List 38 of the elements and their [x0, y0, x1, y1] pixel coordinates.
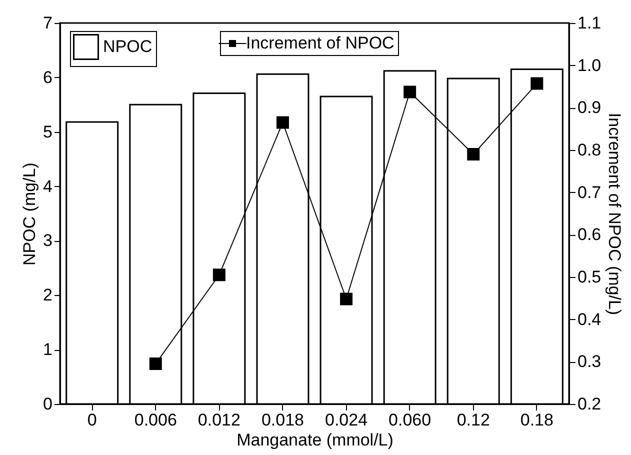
y2-tick-label: 0.2 — [578, 394, 602, 414]
y-tick-label: 5 — [43, 122, 52, 142]
x-tick-label: 0.060 — [388, 410, 432, 430]
x-tick-label: 0.018 — [261, 410, 304, 430]
y-tick-label: 1 — [43, 340, 52, 360]
legend-label: NPOC — [103, 37, 152, 56]
y-tick-label: 7 — [43, 14, 52, 32]
y2-tick-label: 0.7 — [578, 182, 602, 202]
point — [404, 86, 416, 98]
y-tick-label: 4 — [43, 176, 52, 196]
y2-axis-title: Increment of NPOC (mg/L) — [605, 112, 624, 316]
legend-label: Increment of NPOC — [246, 34, 394, 52]
y-tick-label: 6 — [43, 68, 52, 87]
x-tick-label: 0.012 — [198, 410, 240, 430]
x-tick-label: 0.12 — [456, 410, 490, 430]
point — [467, 148, 480, 160]
y2-tick-label: 1.0 — [578, 56, 602, 75]
point — [212, 268, 226, 282]
y2-tick-label: 0.9 — [578, 98, 602, 118]
x-tick-label: 0.006 — [134, 410, 177, 430]
point — [149, 358, 162, 370]
y-axis-title: NPOC (mg/L) — [20, 162, 40, 266]
x-tick-label: 0.18 — [520, 410, 554, 430]
y2-tick-label: 1.1 — [578, 14, 602, 32]
x-tick-label: 0.024 — [325, 410, 368, 430]
y-tick-label: 0 — [43, 394, 52, 414]
y2-tick-label: 0.5 — [578, 268, 602, 286]
y2-tick-label: 0.6 — [578, 225, 602, 244]
y2-tick-label: 0.3 — [578, 352, 602, 372]
y2-tick-label: 0.8 — [578, 140, 602, 160]
point — [340, 292, 353, 306]
x-axis-title: Manganate (mmol/L) — [236, 430, 394, 450]
y-tick-label: 2 — [43, 286, 52, 305]
x-tick-label: 0 — [87, 410, 97, 430]
point — [276, 116, 289, 129]
y-tick-label: 3 — [43, 231, 52, 250]
y2-tick-label: 0.4 — [578, 310, 602, 329]
point — [530, 77, 544, 90]
